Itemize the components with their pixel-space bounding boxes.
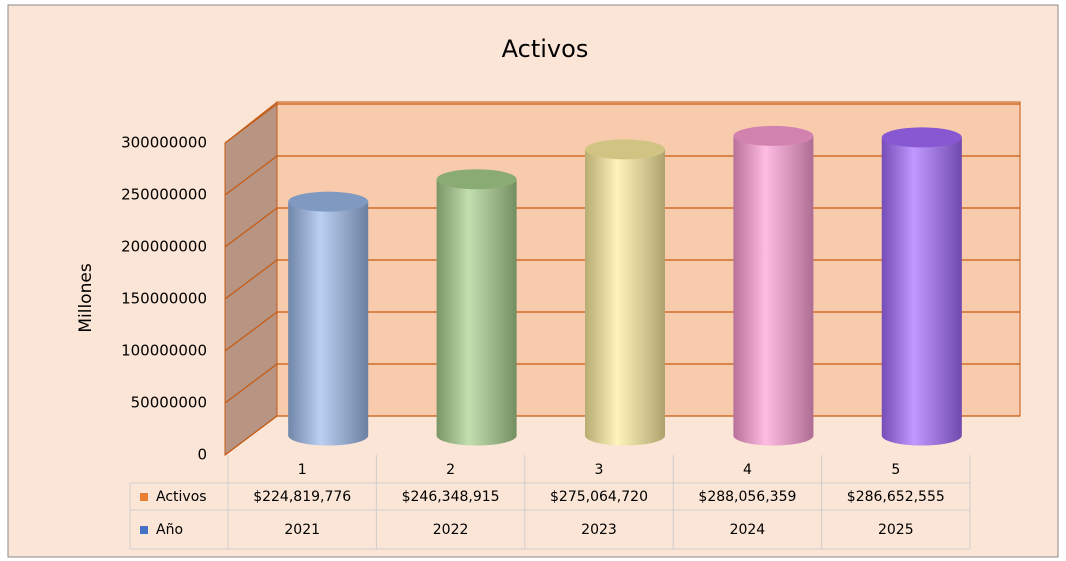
table-value: $224,819,776 [253, 489, 351, 505]
y-tick-label: 150000000 [121, 290, 207, 308]
table-value: $275,064,720 [550, 489, 648, 505]
cylinder-top [733, 125, 814, 146]
table-value: 2021 [284, 522, 320, 538]
x-tick-label: 5 [891, 462, 900, 478]
plot [288, 125, 962, 446]
table-value: 2022 [433, 522, 469, 538]
legend-key [140, 526, 148, 534]
table-value: 2024 [730, 522, 766, 538]
legend-label: Activos [156, 489, 207, 505]
table-value: 2025 [878, 522, 914, 538]
cylinder-shade [436, 179, 517, 446]
side-wall [224, 100, 278, 456]
x-tick-label: 2 [446, 462, 455, 478]
data-table: 1 $224,819,776 2021 2 $246,348,915 2022 3 $275,… [129, 455, 971, 550]
y-tick-label: 0 [197, 446, 207, 464]
legend-label: Año [156, 522, 183, 538]
cylinder-top-shade [288, 191, 369, 212]
x-tick-label: 1 [298, 462, 307, 478]
table-value: $286,652,555 [847, 489, 945, 505]
table-value: 2023 [581, 522, 617, 538]
y-tick-label: 50000000 [131, 394, 207, 412]
chart-title: Activos [502, 35, 589, 63]
cylinder-top-shade [585, 139, 665, 160]
cylinder-top-shade [436, 169, 517, 190]
y-axis-label: Millones [76, 263, 96, 332]
table-value: $288,056,359 [698, 489, 796, 505]
table-value: $246,348,915 [402, 489, 500, 505]
x-tick-label: 4 [743, 462, 752, 478]
cylinder-top-shade [881, 127, 962, 148]
cylinder-top-shade [733, 125, 814, 146]
x-tick-label: 3 [595, 462, 604, 478]
legend-key [140, 493, 148, 501]
cylinder-top [436, 169, 517, 190]
y-tick-label: 300000000 [121, 134, 207, 152]
cylinder-shade [881, 137, 962, 446]
cylinder-top [288, 191, 369, 212]
y-tick-label: 200000000 [121, 238, 207, 256]
y-tick-label: 250000000 [121, 186, 207, 204]
cylinder-shade [585, 149, 665, 446]
cylinder-shade [733, 135, 814, 446]
y-tick-label: 100000000 [121, 342, 207, 360]
cylinder-top [881, 127, 962, 148]
cylinder-shade [288, 201, 369, 446]
cylinder-top [585, 139, 665, 160]
grid-line [224, 103, 1020, 144]
